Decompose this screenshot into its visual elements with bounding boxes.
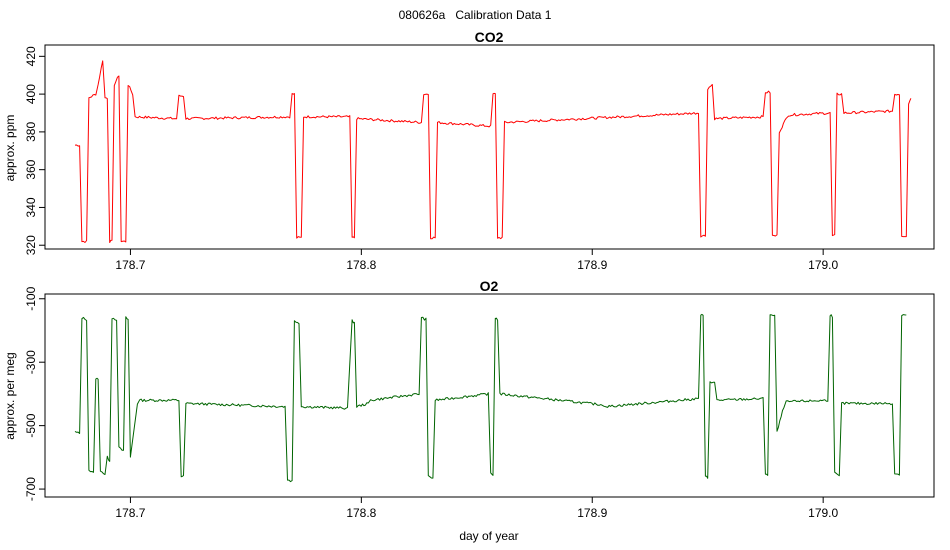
co2-x-tick-label: 179.0: [808, 258, 838, 272]
o2-plot-frame: [44, 293, 935, 498]
o2-x-tick-label: 178.9: [577, 506, 607, 520]
o2-series-path: [74, 313, 907, 483]
o2-x-tick-label: 178.8: [346, 506, 376, 520]
co2-y-tick-label: 320: [24, 235, 38, 255]
co2-y-tick-label: 400: [24, 84, 38, 104]
figure-title: 080626a Calibration Data 1: [399, 8, 552, 22]
co2-plot-frame: [44, 44, 935, 250]
o2-axis-ticks: 178.7 178.8 178.9 179.0 -100 -300 -500 -700: [24, 286, 839, 520]
co2-y-tick-label: 340: [24, 197, 38, 217]
o2-panel: O2 approx. per meg 178.7 178.8 178.9 179.0 -…: [3, 278, 935, 543]
co2-x-tick-label: 178.7: [115, 258, 145, 272]
o2-panel-title: O2: [480, 278, 499, 294]
co2-y-axis-label: approx. ppm: [3, 115, 17, 182]
o2-y-tick-label: -100: [24, 286, 38, 310]
o2-x-tick-label: 178.7: [115, 506, 145, 520]
o2-y-axis-label: approx. per meg: [3, 352, 17, 439]
o2-x-axis-label: day of year: [459, 529, 518, 543]
co2-y-tick-label: 380: [24, 122, 38, 142]
co2-axis-ticks: 178.7 178.8 178.9 179.0 320 340 360 380 400 420: [24, 46, 839, 272]
co2-panel: CO2 approx. ppm 178.7 178.8 178.9 179.0 320 3…: [3, 29, 935, 272]
o2-x-tick-label: 179.0: [808, 506, 838, 520]
o2-y-tick-label: -300: [24, 350, 38, 374]
co2-y-tick-label: 360: [24, 159, 38, 179]
co2-series-line: [74, 60, 912, 243]
o2-y-tick-label: -500: [24, 413, 38, 437]
o2-series-line: [74, 313, 907, 483]
co2-y-tick-label: 420: [24, 46, 38, 66]
co2-x-tick-label: 178.8: [346, 258, 376, 272]
o2-y-tick-label: -700: [24, 477, 38, 501]
co2-series-path: [74, 60, 912, 243]
co2-x-tick-label: 178.9: [577, 258, 607, 272]
co2-panel-title: CO2: [475, 29, 504, 45]
